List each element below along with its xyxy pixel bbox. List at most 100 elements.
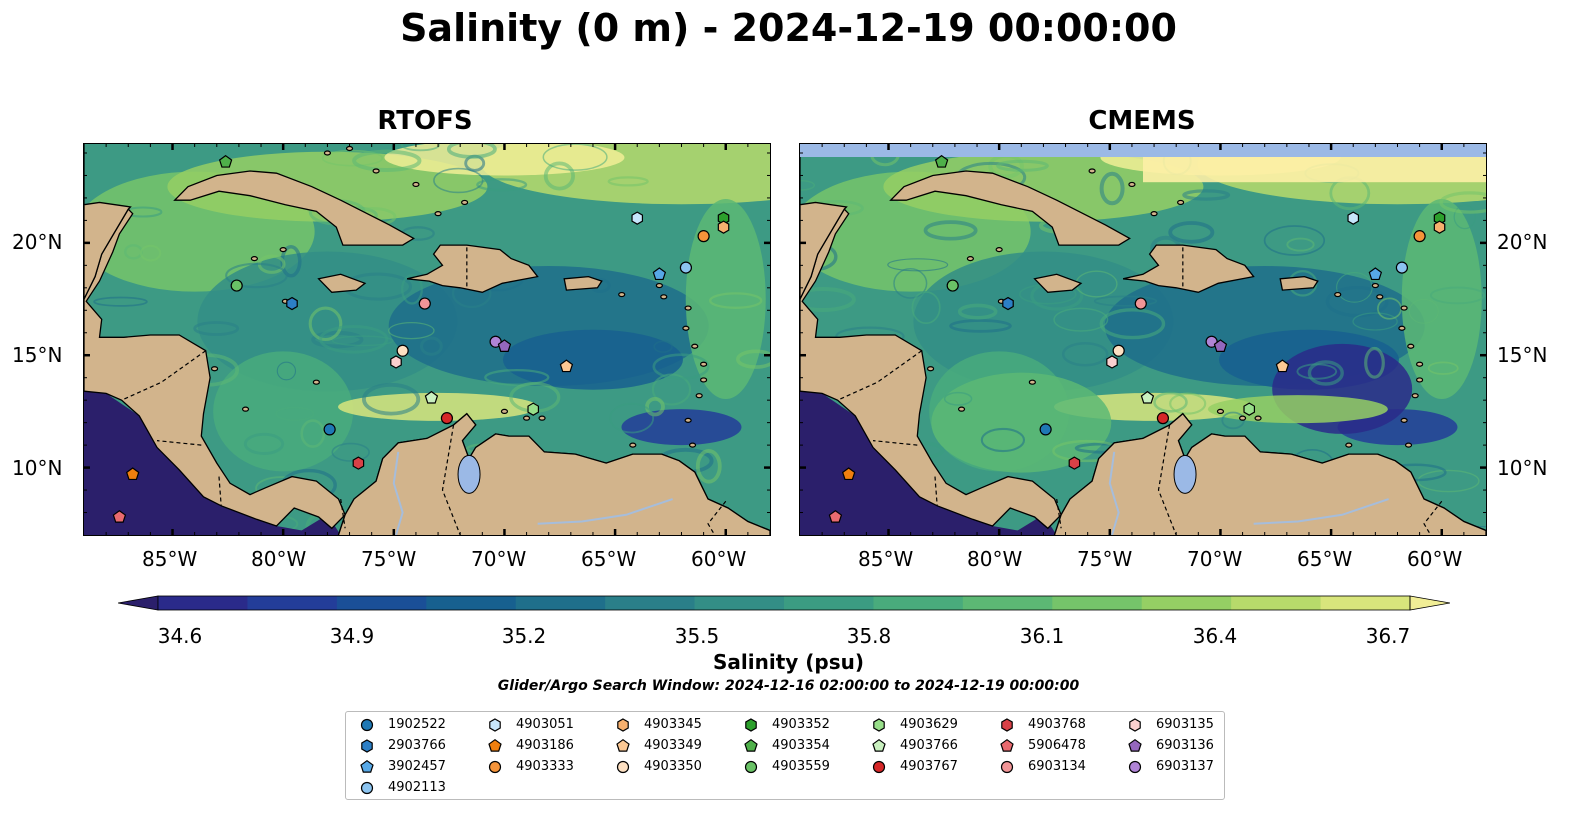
lat-label-15n: 15°N bbox=[1497, 343, 1548, 367]
float-marker-6903134 bbox=[418, 297, 431, 310]
lon-label-80w: 80°W bbox=[251, 547, 307, 571]
legend-marker-4903766 bbox=[872, 738, 886, 752]
float-marker-4902113 bbox=[1395, 261, 1409, 274]
float-marker-4903350 bbox=[396, 344, 409, 357]
colorbar-max-extend bbox=[1409, 595, 1451, 611]
legend-label: 6903135 bbox=[1156, 717, 1214, 732]
float-marker-4903333 bbox=[697, 230, 710, 243]
lon-label-85w: 85°W bbox=[142, 547, 198, 571]
legend-label: 6903134 bbox=[1028, 759, 1086, 774]
colorbar-bin bbox=[1231, 596, 1322, 610]
rtofs-panel-title: RTOFS bbox=[377, 106, 473, 136]
lat-label-10n: 10°N bbox=[12, 456, 63, 480]
land-puertorico bbox=[563, 275, 603, 291]
legend-marker-4903051 bbox=[489, 718, 501, 732]
legend-label: 4902113 bbox=[388, 780, 446, 795]
float-marker-6903135 bbox=[390, 355, 402, 369]
float-marker-6903135 bbox=[1106, 355, 1118, 369]
float-marker-2903766 bbox=[286, 296, 298, 311]
colorbar-tick: 34.9 bbox=[329, 624, 375, 648]
rtofs-map bbox=[83, 143, 771, 536]
lon-label-60w: 60°W bbox=[1407, 547, 1463, 571]
lat-label-20n: 20°N bbox=[1497, 230, 1548, 254]
land-jamaica bbox=[1033, 273, 1083, 293]
float-legend: 1902522 2903766 3902457 4902113 4903051 49031… bbox=[345, 711, 1225, 800]
legend-marker-4902113 bbox=[360, 781, 374, 795]
legend-marker-4903345 bbox=[617, 718, 629, 732]
lon-label-70w: 70°W bbox=[471, 547, 527, 571]
legend-marker-4903559 bbox=[744, 760, 758, 774]
float-marker-4903345 bbox=[717, 220, 730, 234]
legend-label: 6903136 bbox=[1156, 738, 1214, 753]
legend-marker-4903767 bbox=[872, 760, 886, 774]
land-puertorico bbox=[1279, 275, 1319, 291]
lon-label-75w: 75°W bbox=[361, 547, 417, 571]
float-marker-4903345 bbox=[1433, 220, 1446, 234]
land-cuba bbox=[173, 170, 415, 246]
legend-marker-4903350 bbox=[616, 760, 630, 774]
land-jamaica bbox=[317, 273, 367, 293]
legend-label: 4903767 bbox=[900, 759, 958, 774]
lon-label-75w: 75°W bbox=[1077, 547, 1133, 571]
float-marker-1902522 bbox=[323, 423, 336, 436]
land-cuba bbox=[889, 170, 1131, 246]
colorbar-svg bbox=[117, 595, 1451, 611]
cmems-map bbox=[799, 143, 1487, 536]
float-marker-2903766 bbox=[1002, 296, 1014, 311]
lon-label-80w: 80°W bbox=[967, 547, 1023, 571]
float-marker-4903766 bbox=[1140, 390, 1155, 404]
legend-label: 4903629 bbox=[900, 717, 958, 732]
lon-label-85w: 85°W bbox=[858, 547, 914, 571]
legend-marker-4903629 bbox=[873, 718, 885, 732]
colorbar-bin bbox=[247, 596, 338, 610]
float-marker-4903559 bbox=[230, 279, 243, 292]
search-window-text: Glider/Argo Search Window: 2024-12-16 02… bbox=[497, 678, 1080, 694]
float-marker-4903186 bbox=[125, 467, 140, 481]
legend-marker-4903352 bbox=[745, 718, 757, 732]
legend-label: 4903559 bbox=[772, 759, 830, 774]
float-marker-6903136 bbox=[497, 339, 512, 352]
legend-marker-4903333 bbox=[488, 760, 502, 774]
colorbar-bin bbox=[1141, 596, 1232, 610]
colorbar-bin bbox=[426, 596, 517, 610]
float-marker-5906478 bbox=[828, 509, 843, 523]
legend-marker-4903186 bbox=[488, 738, 502, 752]
cmems-panel-title: CMEMS bbox=[1088, 106, 1196, 136]
colorbar-tick: 36.7 bbox=[1365, 624, 1411, 648]
figure-title: Salinity (0 m) - 2024-12-19 00:00:00 bbox=[400, 6, 1177, 50]
float-marker-4903629 bbox=[527, 402, 540, 416]
lon-label-60w: 60°W bbox=[691, 547, 747, 571]
colorbar-bin bbox=[515, 596, 606, 610]
float-marker-4903767 bbox=[1156, 412, 1170, 425]
legend-label: 6903137 bbox=[1156, 759, 1214, 774]
land-hispaniola bbox=[1122, 244, 1255, 293]
legend-marker-4903349 bbox=[616, 738, 630, 752]
lon-label-65w: 65°W bbox=[581, 547, 637, 571]
land-hispaniola bbox=[406, 244, 539, 293]
float-marker-4903333 bbox=[1413, 230, 1426, 243]
colorbar-bin bbox=[605, 596, 696, 610]
legend-label: 5906478 bbox=[1028, 738, 1086, 753]
colorbar-min-extend bbox=[117, 595, 159, 611]
legend-label: 4903333 bbox=[516, 759, 574, 774]
legend-label: 1902522 bbox=[388, 717, 446, 732]
legend-marker-2903766 bbox=[361, 739, 373, 753]
legend-marker-4903354 bbox=[744, 738, 758, 752]
float-marker-4903767 bbox=[440, 412, 454, 425]
colorbar-tick: 36.1 bbox=[1019, 624, 1065, 648]
float-marker-6903136 bbox=[1213, 339, 1228, 352]
float-marker-4902113 bbox=[679, 261, 693, 274]
colorbar-bin bbox=[962, 596, 1053, 610]
float-marker-4903051 bbox=[631, 211, 644, 225]
colorbar-bin bbox=[784, 596, 874, 610]
colorbar-bin bbox=[1052, 596, 1143, 610]
float-marker-1902522 bbox=[1039, 423, 1052, 436]
nodata-band bbox=[800, 144, 1486, 157]
lat-label-20n: 20°N bbox=[12, 230, 63, 254]
float-marker-4903349 bbox=[1275, 359, 1290, 373]
float-markers bbox=[828, 154, 1446, 523]
legend-marker-6903135 bbox=[1129, 718, 1141, 732]
legend-label: 4903352 bbox=[772, 717, 830, 732]
salinity-colorbar bbox=[117, 595, 1451, 615]
float-marker-6903134 bbox=[1134, 297, 1147, 310]
